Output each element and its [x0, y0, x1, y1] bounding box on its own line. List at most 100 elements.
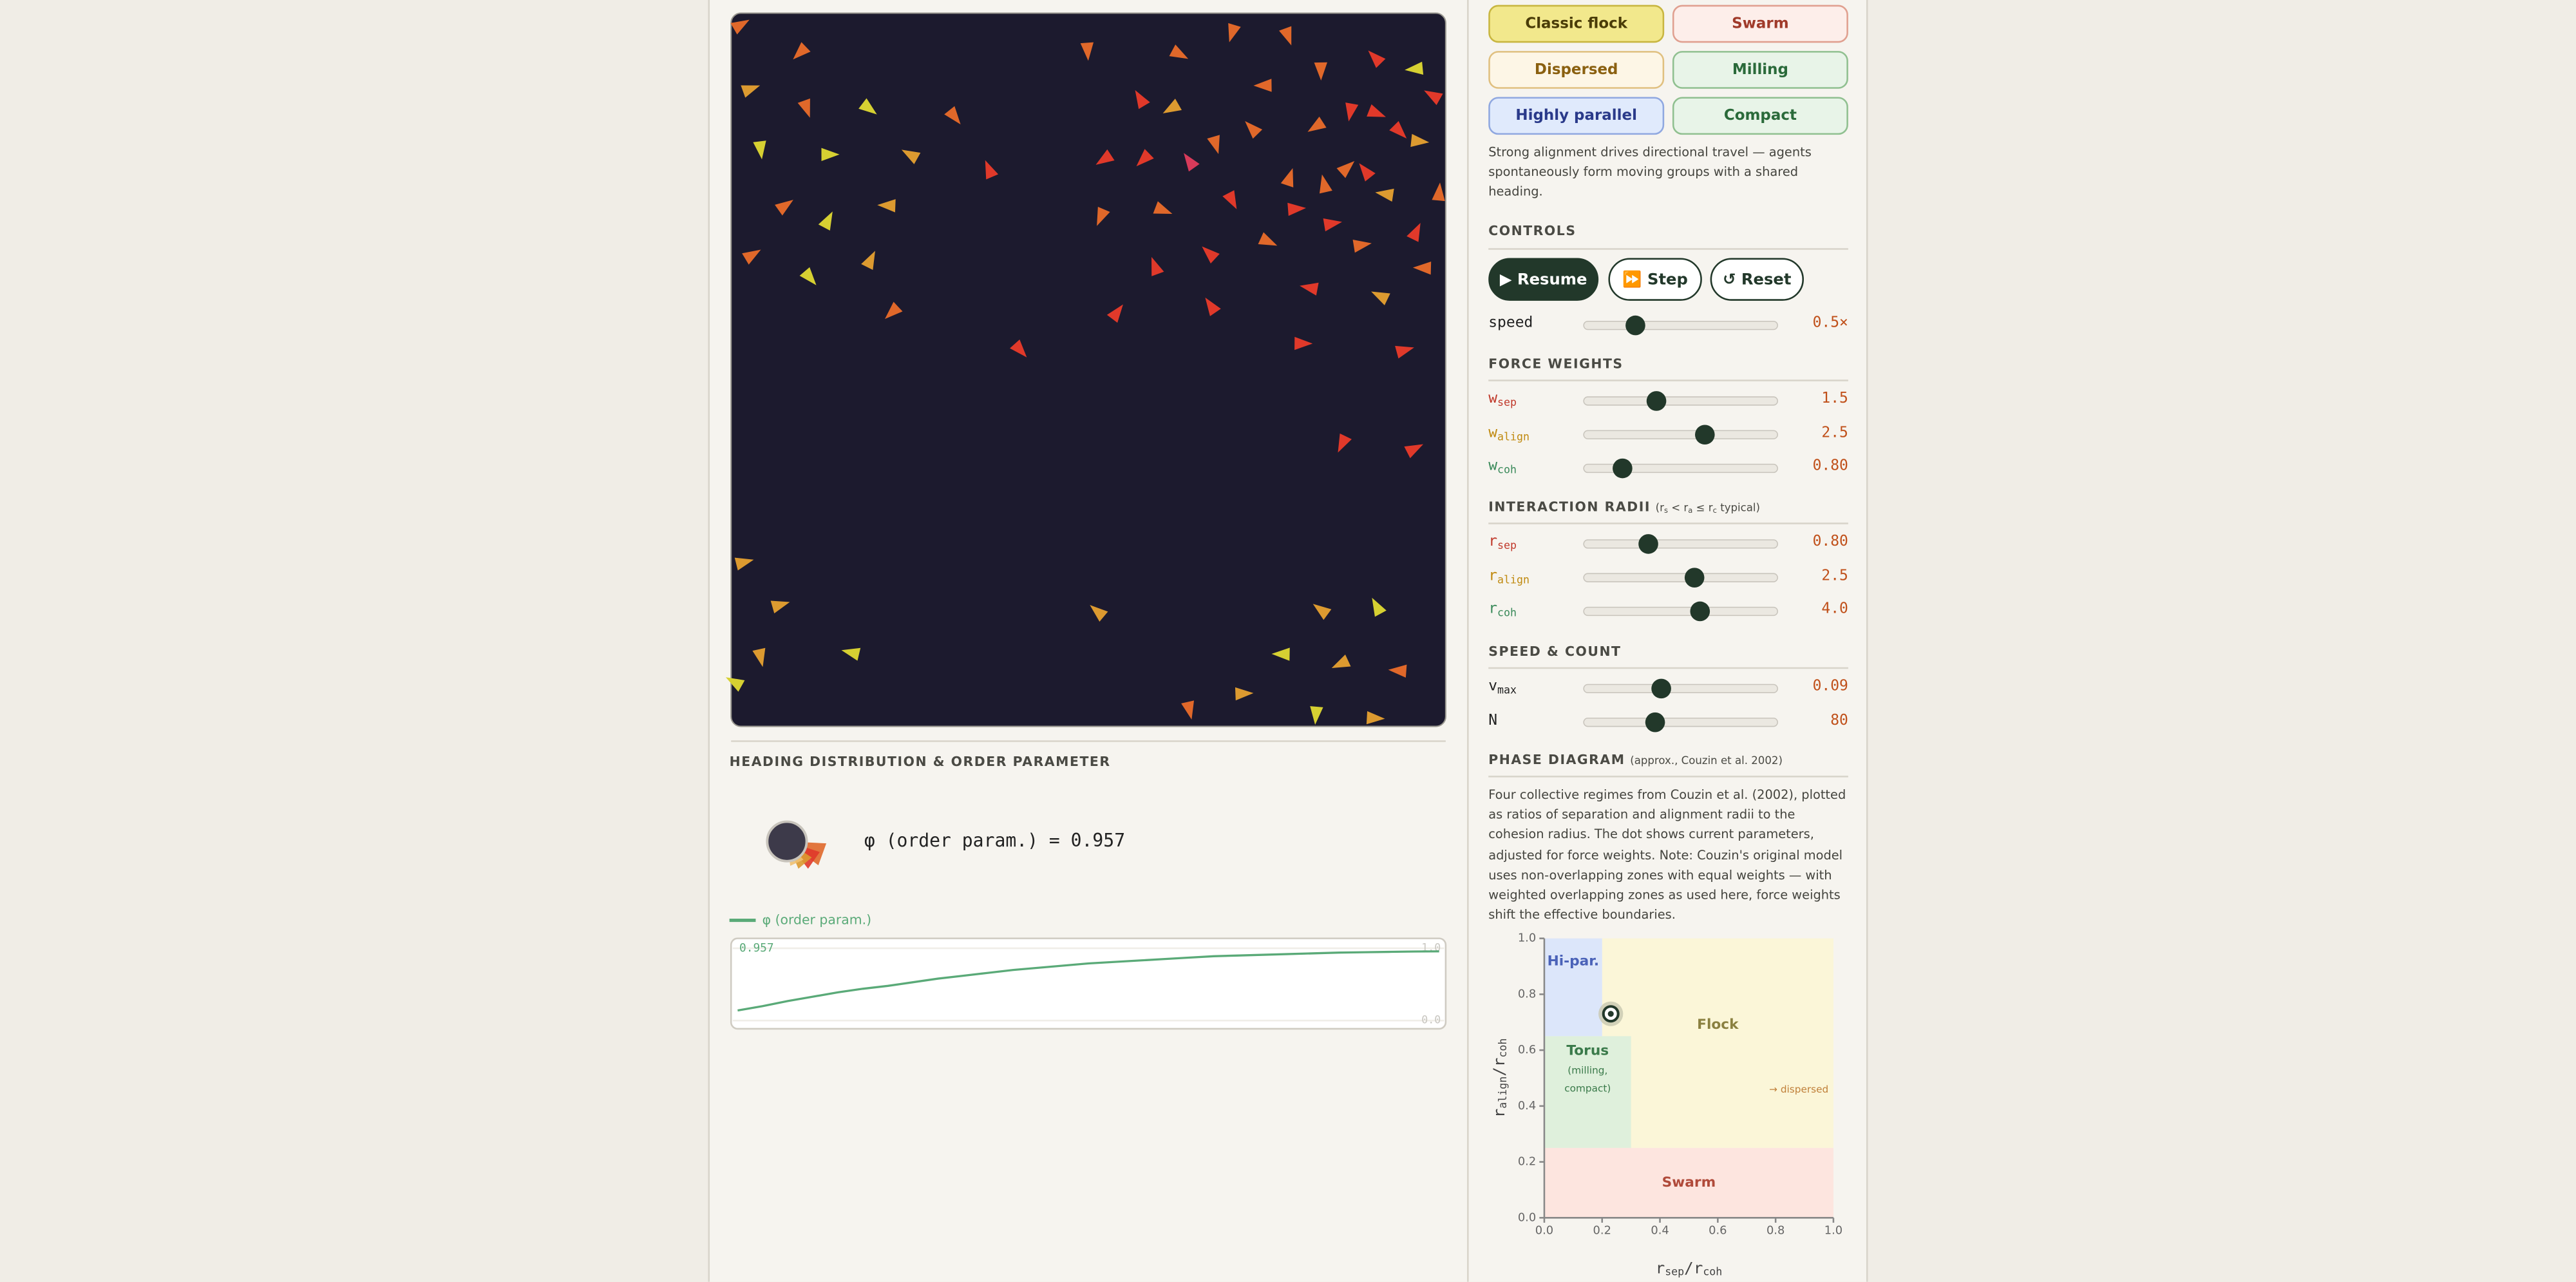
slider-thumb — [1625, 315, 1645, 336]
section-title-text: INTERACTION RADII — [1488, 499, 1651, 515]
slider-thumb — [1613, 458, 1633, 479]
section-rule — [1488, 667, 1848, 669]
x-tick-label: 0.4 — [1651, 1224, 1669, 1238]
agent — [725, 677, 745, 692]
preset-button[interactable]: Dispersed — [1488, 51, 1665, 89]
phase-description: Four collective regimes from Couzin et a… — [1488, 787, 1846, 923]
slider-value: 2.5 — [1821, 568, 1848, 584]
slider-symbol: speed — [1488, 315, 1533, 332]
y-tick-label: 0.2 — [1518, 1155, 1536, 1169]
section-title: INTERACTION RADII (rs < ra ≤ rc typical) — [1488, 500, 1760, 517]
agent — [775, 200, 793, 216]
agent — [741, 85, 761, 98]
region-label: Hi-par. — [1548, 953, 1600, 969]
agent — [1090, 605, 1108, 622]
region-label: Swarm — [1662, 1174, 1716, 1191]
slider-symbol: w — [1488, 425, 1498, 441]
slider-thumb — [1646, 391, 1667, 411]
agent — [1310, 706, 1323, 725]
y-tick-label: 0.4 — [1518, 1099, 1536, 1113]
slider-subscript: align — [1497, 573, 1530, 586]
control-button[interactable]: ⏩ Step — [1608, 258, 1702, 301]
axis-label-part: r — [1656, 1259, 1665, 1277]
control-button[interactable]: ▶ Resume — [1488, 258, 1599, 301]
slider-subscript: max — [1497, 684, 1517, 697]
slider-thumb — [1638, 534, 1658, 554]
heading-compass — [766, 820, 808, 863]
agent — [1169, 44, 1189, 59]
agent — [1202, 246, 1220, 264]
section-note: < r — [1667, 501, 1689, 515]
agent — [1300, 282, 1319, 296]
region-note: compact) — [1564, 1083, 1611, 1095]
agent — [1345, 102, 1359, 122]
agent — [1371, 291, 1390, 305]
slider-symbol: r — [1488, 601, 1498, 618]
agent — [1389, 120, 1407, 139]
agent — [1097, 206, 1110, 226]
agent — [730, 19, 750, 35]
slider-value: 4.0 — [1821, 601, 1848, 618]
slider-label: vmax — [1488, 679, 1517, 697]
phase-region — [1544, 1036, 1631, 1148]
slider-label: rcoh — [1488, 602, 1517, 620]
preset-description: Strong alignment drives directional trav… — [1488, 144, 1812, 200]
agent — [793, 42, 811, 60]
agent — [1352, 240, 1372, 253]
y-tick-label: 0.0 — [1421, 1014, 1441, 1026]
section-rule — [1488, 379, 1848, 381]
preset-button[interactable]: Swarm — [1672, 5, 1848, 43]
slider-value: 0.80 — [1812, 534, 1848, 551]
agent — [1135, 90, 1150, 110]
agent — [1314, 62, 1327, 81]
section-title: SPEED & COUNT — [1488, 644, 1621, 659]
order-readout: φ (order param.) = 0.957 — [864, 830, 1125, 851]
slider-symbol: w — [1488, 391, 1498, 408]
region-label: Torus — [1566, 1042, 1609, 1058]
slider-symbol: v — [1488, 678, 1498, 696]
preset-button[interactable]: Compact — [1672, 97, 1848, 135]
preset-button[interactable]: Milling — [1672, 51, 1848, 89]
slider-subscript: sep — [1497, 539, 1517, 553]
agent — [818, 211, 833, 231]
slider-value: 0.09 — [1812, 678, 1848, 696]
slider-thumb — [1695, 425, 1715, 445]
slider-label: speed — [1488, 316, 1533, 332]
agent — [1151, 256, 1164, 276]
section-note: ≤ r — [1692, 501, 1713, 515]
section-rule — [1488, 248, 1848, 250]
agent — [1432, 182, 1445, 202]
preset-button[interactable]: Highly parallel — [1488, 97, 1665, 135]
agent — [1287, 202, 1307, 216]
agent — [1336, 160, 1355, 178]
agent — [1372, 597, 1387, 617]
agent — [1162, 99, 1182, 114]
section-note: a — [1688, 508, 1693, 517]
phase-region — [1544, 938, 1602, 1037]
agent — [1395, 345, 1414, 359]
agent — [1095, 149, 1115, 165]
agent — [1235, 687, 1254, 701]
y-tick-label: 0.8 — [1518, 987, 1536, 1000]
phase-region — [1544, 1147, 1833, 1218]
agent — [734, 557, 754, 571]
x-tick-label: 0.0 — [1535, 1224, 1553, 1238]
current-point-core — [1607, 1011, 1614, 1017]
agent — [1280, 167, 1294, 187]
slider-value: 0.5× — [1812, 315, 1848, 332]
axis-label-part: /r — [1684, 1259, 1703, 1277]
agent — [1271, 647, 1290, 661]
agent — [861, 251, 875, 271]
slider-subscript: sep — [1497, 396, 1517, 410]
preset-button[interactable]: Classic flock — [1488, 5, 1665, 43]
x-tick-label: 0.8 — [1766, 1224, 1785, 1238]
slider-label: rsep — [1488, 534, 1517, 552]
slider-subscript: coh — [1497, 463, 1517, 477]
agent — [1258, 232, 1278, 246]
agent — [1080, 42, 1094, 61]
slider-label: ralign — [1488, 568, 1530, 586]
agent — [1207, 135, 1220, 155]
control-button[interactable]: ↺ Reset — [1710, 258, 1804, 301]
agent — [1388, 664, 1407, 678]
